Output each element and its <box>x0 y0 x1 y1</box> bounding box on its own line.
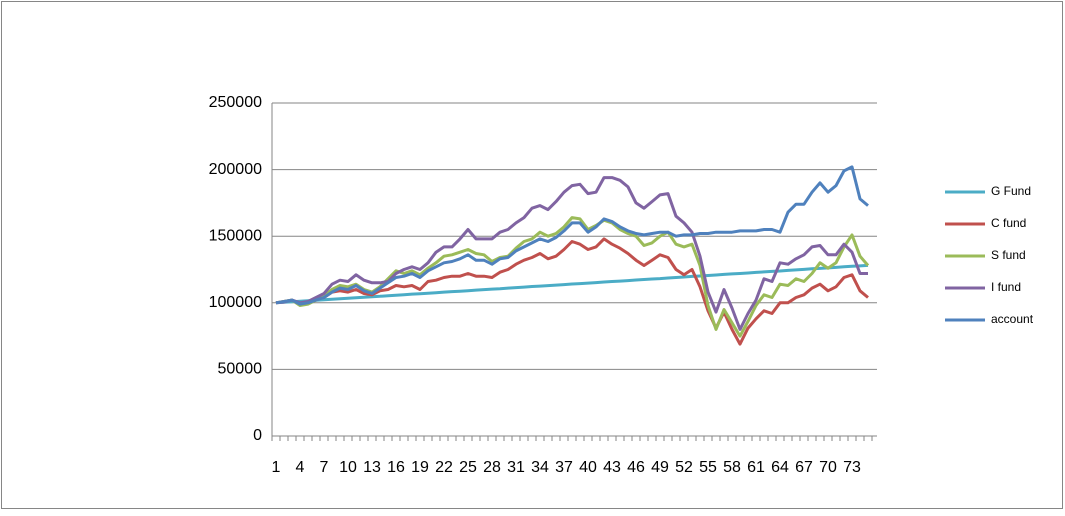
x-tick-label: 52 <box>675 459 693 476</box>
y-tick-label: 250000 <box>209 94 262 111</box>
x-tick-label: 13 <box>363 459 381 476</box>
x-tick-label: 25 <box>459 459 477 476</box>
x-tick-label: 73 <box>843 459 861 476</box>
x-tick-label: 49 <box>651 459 669 476</box>
x-tick-label: 34 <box>531 459 549 476</box>
x-tick-label: 58 <box>723 459 741 476</box>
x-tick-label: 1 <box>272 459 281 476</box>
series-line <box>275 165 869 306</box>
x-tick-label: 28 <box>483 459 501 476</box>
y-tick-label: 150000 <box>209 227 262 244</box>
x-tick-label: 43 <box>603 459 621 476</box>
x-tick-label: 46 <box>627 459 645 476</box>
legend-label: account <box>991 312 1034 326</box>
y-tick-label: 100000 <box>209 294 262 311</box>
x-tick-label: 19 <box>411 459 429 476</box>
x-tick-label: 22 <box>435 459 453 476</box>
x-tick-label: 67 <box>795 459 813 476</box>
x-tick-label: 70 <box>819 459 837 476</box>
series-line <box>275 176 868 331</box>
legend-label: G Fund <box>991 184 1031 198</box>
x-tick-label: 61 <box>747 459 765 476</box>
x-tick-label: 7 <box>320 459 329 476</box>
legend-label: I fund <box>991 280 1021 294</box>
x-tick-label: 64 <box>771 459 789 476</box>
x-tick-label: 10 <box>339 459 357 476</box>
y-tick-label: 50000 <box>218 361 263 378</box>
x-tick-label: 37 <box>555 459 573 476</box>
y-tick-label: 0 <box>253 427 262 444</box>
x-tick-label: 55 <box>699 459 717 476</box>
y-tick-label: 200000 <box>209 161 262 178</box>
x-tick-label: 40 <box>579 459 597 476</box>
legend-label: S fund <box>991 248 1026 262</box>
x-tick-label: 31 <box>507 459 525 476</box>
x-tick-label: 4 <box>296 459 305 476</box>
series-line <box>275 263 869 305</box>
legend-label: C fund <box>991 216 1026 230</box>
x-tick-label: 16 <box>387 459 405 476</box>
